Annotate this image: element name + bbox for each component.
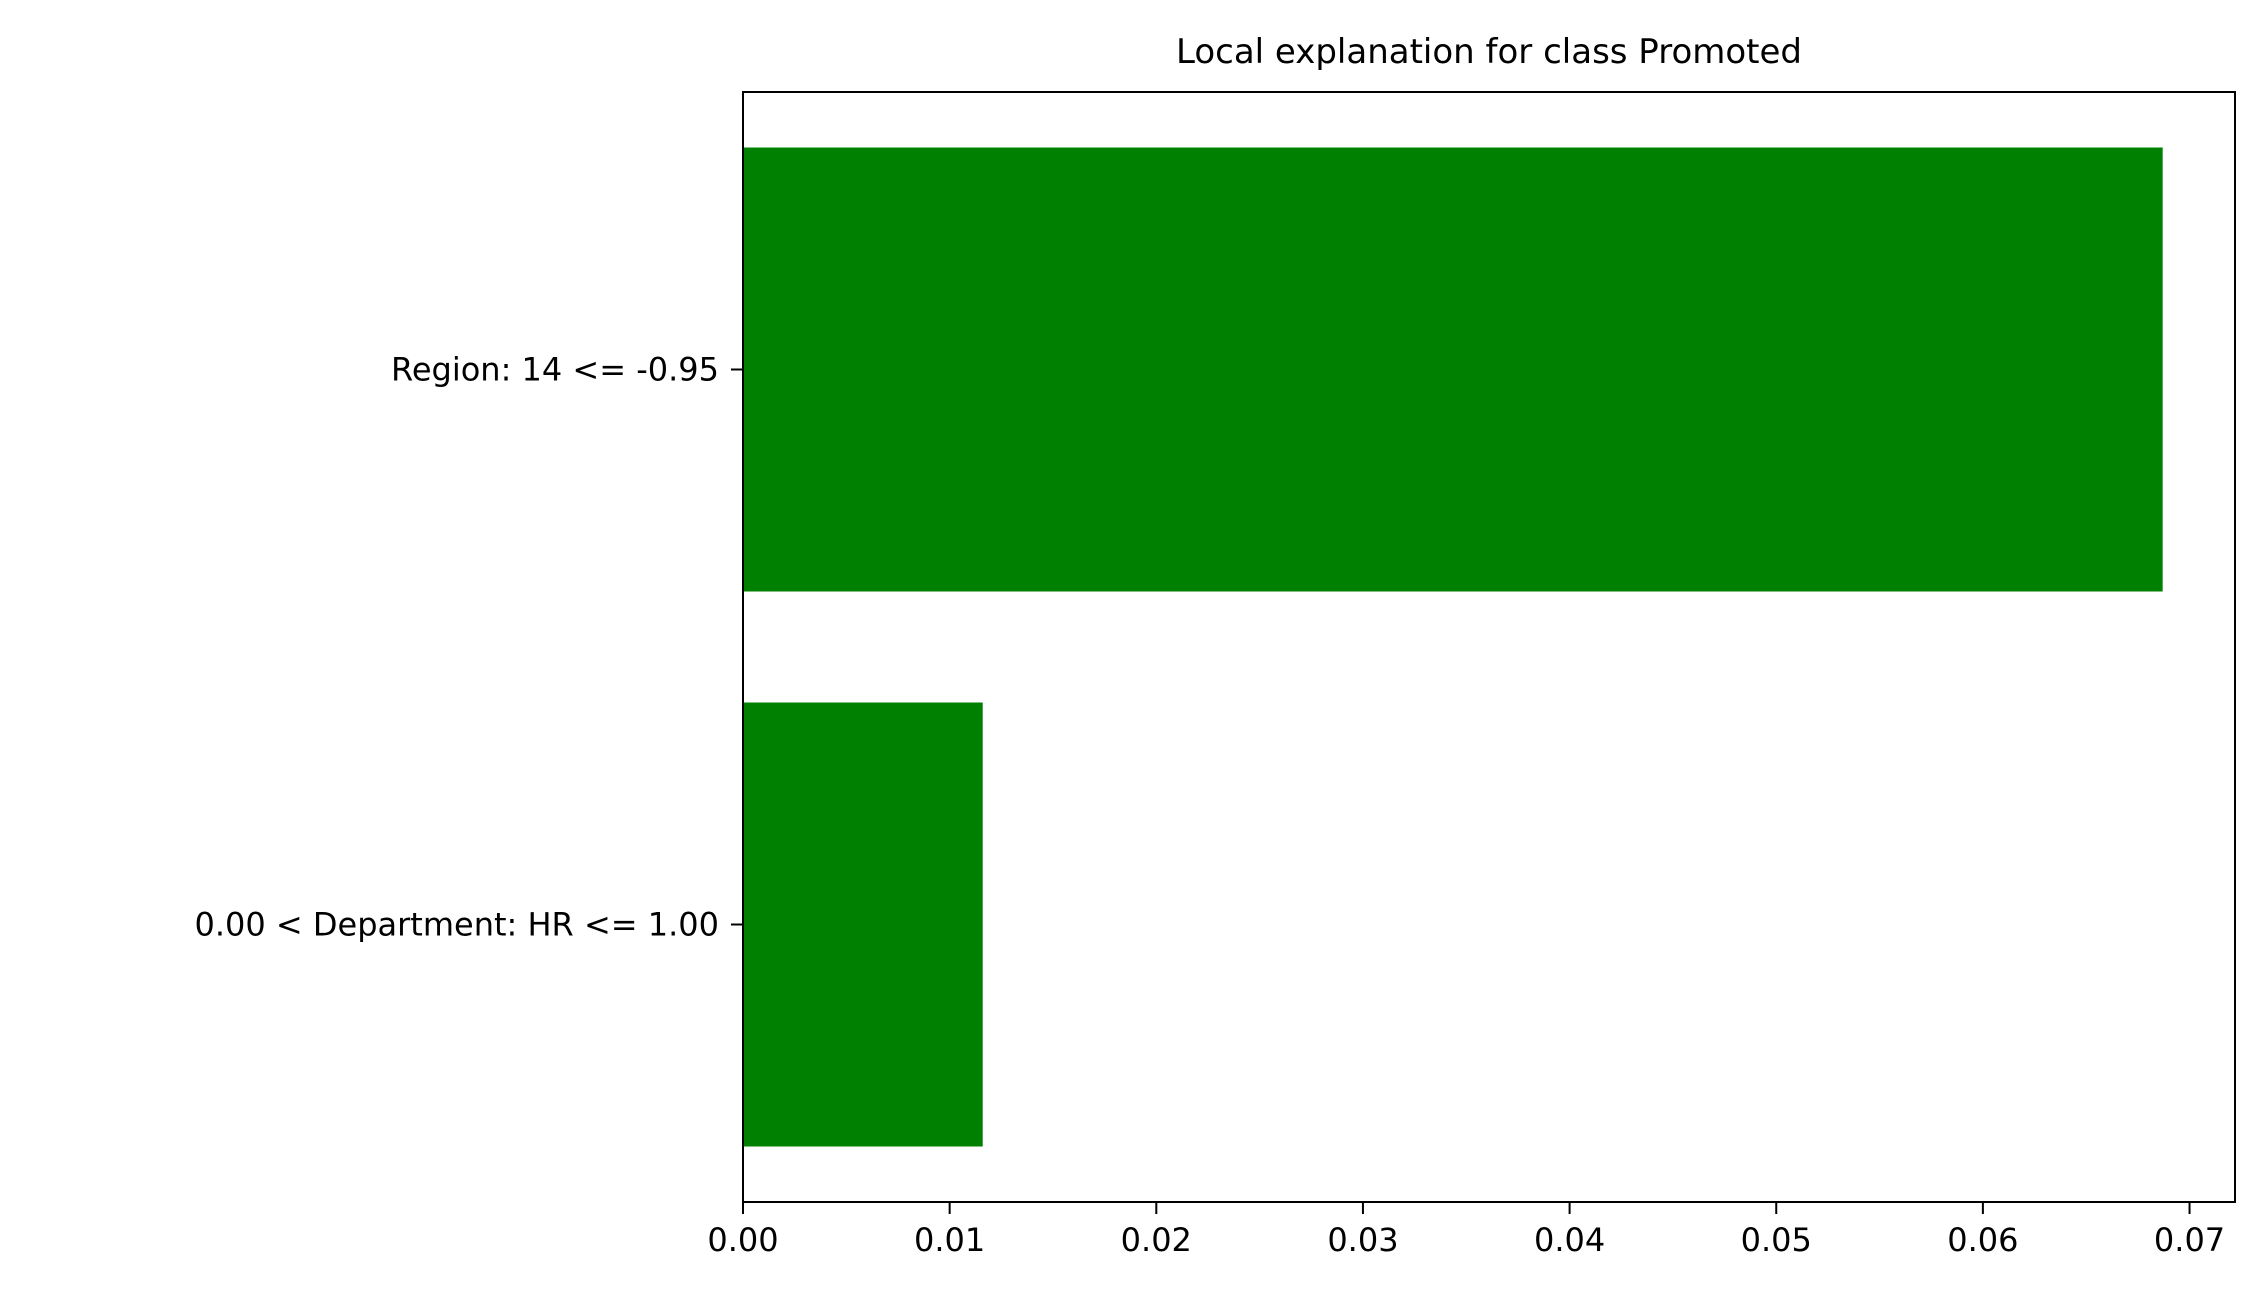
bars-layer [743,147,2163,1147]
x-tick-label: 0.04 [1534,1221,1605,1259]
bar [743,147,2163,592]
x-tick-label: 0.02 [1121,1221,1192,1259]
plot-frame [742,91,2236,1203]
y-axis: 0.00 < Department: HR <= 1.00 Region: 14 … [194,351,743,944]
x-tick-label: 0.07 [2154,1221,2225,1259]
x-tick-label: 0.00 [707,1221,778,1259]
chart-title: Local explanation for class Promoted [1176,32,1802,72]
bar [743,702,983,1147]
x-tick-label: 0.03 [1327,1221,1398,1259]
x-tick-label: 0.01 [914,1221,985,1259]
y-tick-label: 0.00 < Department: HR <= 1.00 [194,906,719,944]
x-tick-label: 0.06 [1947,1221,2018,1259]
y-tick-label: Region: 14 <= -0.95 [391,351,719,389]
x-axis: 0.00 0.01 0.02 0.03 0.04 0.05 0.06 0.07 [707,1202,2225,1259]
x-tick-label: 0.05 [1741,1221,1812,1259]
